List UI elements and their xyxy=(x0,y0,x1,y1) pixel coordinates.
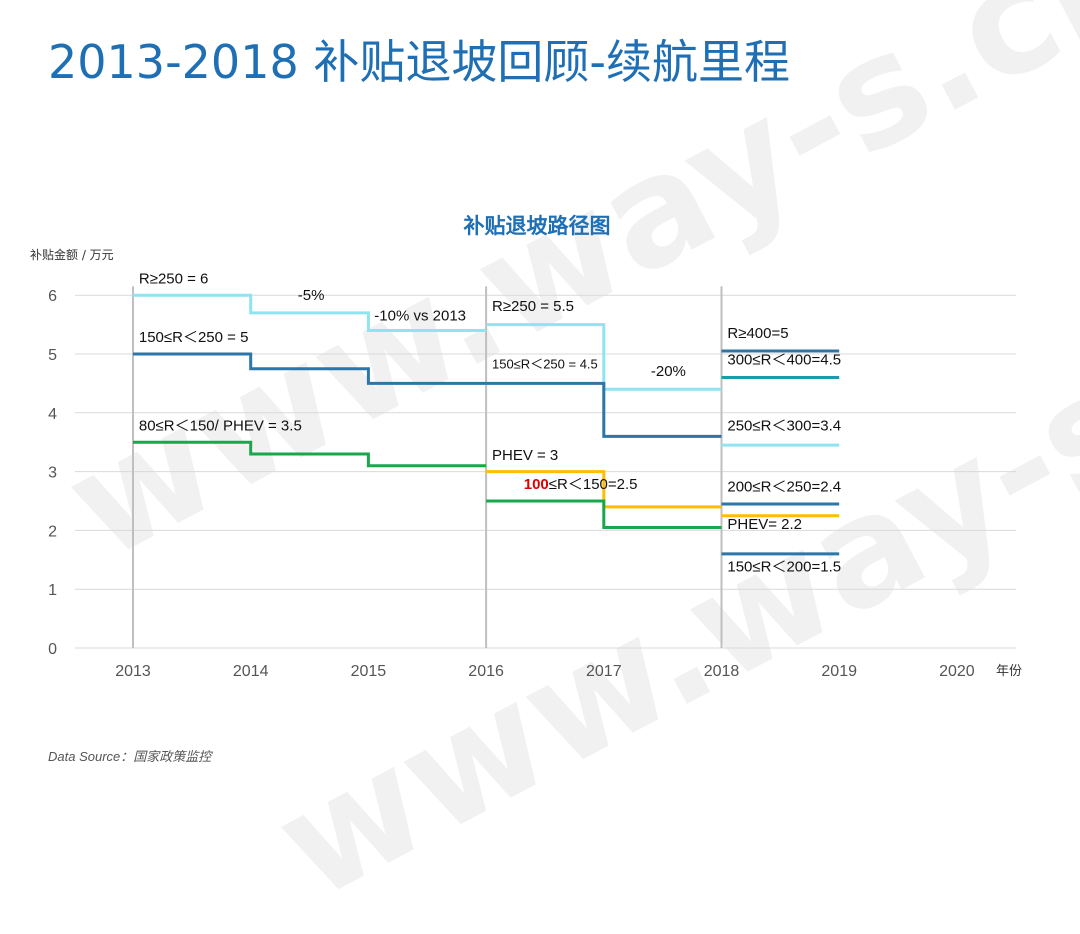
annotation-label: 300≤R＜400=4.5 xyxy=(727,352,841,369)
annotation-label: 80≤R＜150/ PHEV = 3.5 xyxy=(139,417,302,434)
annotation-label: 200≤R＜250=2.4 xyxy=(727,479,841,496)
y-tick-label: 6 xyxy=(48,288,57,305)
y-tick-label: 4 xyxy=(48,406,57,423)
annotation-label: 150≤R＜250 = 5 xyxy=(139,329,249,346)
annotation-label: R≥250 = 6 xyxy=(139,270,209,287)
x-tick-label: 2015 xyxy=(351,663,387,680)
annotation-label: 150≤R＜250 = 4.5 xyxy=(492,357,598,372)
annotation-label: PHEV = 3 xyxy=(492,447,558,464)
x-tick-label: 2017 xyxy=(586,663,622,680)
annotation-label: PHEV= 2.2 xyxy=(727,516,802,533)
annotation-label: -10% vs 2013 xyxy=(374,307,466,324)
y-axis-label: 补贴金额 / 万元 xyxy=(30,247,114,262)
chart-title: 补贴退坡路径图 xyxy=(463,214,611,238)
y-tick-label: 0 xyxy=(48,641,57,658)
x-tick-label: 2013 xyxy=(115,663,151,680)
annotation-label: -20% xyxy=(651,363,686,380)
annotation-text: ≤R＜150=2.5 xyxy=(549,476,638,493)
y-tick-label: 5 xyxy=(48,347,57,364)
data-source: Data Source：国家政策监控 xyxy=(48,749,212,764)
annotation-label: 250≤R＜300=3.4 xyxy=(727,417,841,434)
x-axis-label: 年份 xyxy=(996,664,1022,679)
x-tick-label: 2018 xyxy=(704,663,740,680)
page-title: 2013-2018 补贴退坡回顾-续航里程 xyxy=(48,35,790,89)
annotation-label: 100≤R＜150=2.5 xyxy=(524,476,638,493)
series-line xyxy=(133,293,487,332)
y-tick-label: 2 xyxy=(48,523,57,540)
y-tick-label: 1 xyxy=(48,582,57,599)
x-tick-label: 2019 xyxy=(821,663,857,680)
series-line xyxy=(486,323,722,391)
annotation-highlight: 100 xyxy=(524,476,549,493)
annotation-label: -5% xyxy=(298,287,325,304)
series-line xyxy=(486,470,722,509)
series-line xyxy=(486,381,722,438)
series-line xyxy=(133,440,487,468)
y-tick-label: 3 xyxy=(48,465,57,482)
x-tick-label: 2020 xyxy=(939,663,975,680)
annotation-label: R≥250 = 5.5 xyxy=(492,298,574,315)
annotation-label: 150≤R＜200=1.5 xyxy=(727,559,841,576)
series-line xyxy=(133,352,487,385)
x-tick-label: 2014 xyxy=(233,663,269,680)
series-line xyxy=(486,499,722,529)
annotation-label: R≥400=5 xyxy=(727,325,788,342)
x-tick-label: 2016 xyxy=(468,663,504,680)
